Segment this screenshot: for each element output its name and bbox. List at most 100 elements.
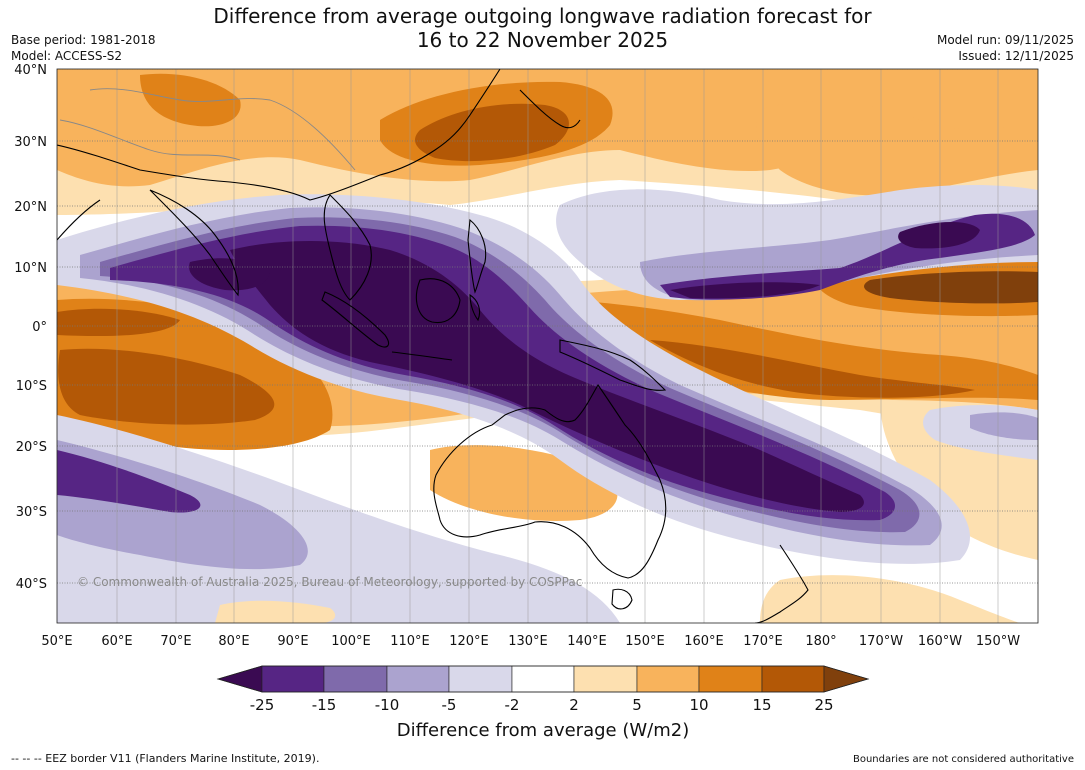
colorbar-tick: -10 bbox=[375, 696, 400, 714]
anomaly-brown-himalaya bbox=[140, 73, 241, 127]
title-line-2: 16 to 22 November 2025 bbox=[416, 28, 669, 52]
map-frame bbox=[56, 68, 1039, 624]
anomaly-darkest-purple-north-pacific bbox=[670, 282, 820, 299]
anomaly-orange-pacific bbox=[756, 101, 1038, 196]
chart-title: Difference from average outgoing longwav… bbox=[0, 4, 1085, 52]
colorbar-tick: 25 bbox=[814, 696, 833, 714]
lat-label-30s: 30°S bbox=[16, 505, 47, 520]
lon-label-180: 180° bbox=[805, 634, 836, 649]
colorbar-title: Difference from average (W/m2) bbox=[397, 720, 689, 741]
lon-label-150w: 150°W bbox=[976, 634, 1020, 649]
meridians bbox=[57, 69, 999, 623]
lon-label-120e: 120°E bbox=[449, 634, 489, 649]
issued-date: Issued: 12/11/2025 bbox=[958, 49, 1074, 63]
colorbar-tick: -2 bbox=[505, 696, 520, 714]
lon-label-160w: 160°W bbox=[918, 634, 962, 649]
lon-label-130e: 130°E bbox=[508, 634, 548, 649]
anomaly-brown-indian bbox=[58, 348, 275, 425]
colorbar: -25 -15 -10 -5 -2 2 5 10 15 25 Differenc… bbox=[216, 665, 870, 741]
new-zealand-coast bbox=[754, 544, 809, 623]
colorbar-segment bbox=[448, 665, 513, 693]
anomaly-brown-pacific-east bbox=[864, 271, 1038, 304]
lat-label-40n: 40°N bbox=[14, 63, 47, 78]
graticule bbox=[57, 69, 1038, 584]
lat-label-20s: 20°S bbox=[16, 440, 47, 455]
arabia-coast bbox=[57, 199, 101, 241]
lon-label-90e: 90°E bbox=[277, 634, 308, 649]
japan-coast bbox=[519, 89, 581, 129]
anomaly-light-orange-nz bbox=[760, 575, 1020, 623]
lon-label-170e: 170°E bbox=[743, 634, 783, 649]
colorbar-tick: 2 bbox=[569, 696, 579, 714]
lat-label-30n: 30°N bbox=[14, 135, 47, 150]
new-guinea-coast bbox=[559, 339, 667, 391]
latitude-labels: 40°N 30°N 20°N 10°N 0° 10°S 20°S 30°S 40… bbox=[14, 63, 47, 592]
colorbar-tick: -5 bbox=[442, 696, 457, 714]
colorbar-tick: 10 bbox=[689, 696, 708, 714]
lat-label-10s: 10°S bbox=[16, 379, 47, 394]
country-borders bbox=[59, 88, 356, 171]
colorbar-segment bbox=[323, 665, 388, 693]
colorbar-tick: -15 bbox=[312, 696, 337, 714]
java-coast bbox=[391, 351, 453, 361]
colorbar-segment bbox=[386, 665, 450, 693]
anomaly-brown-north bbox=[415, 103, 569, 162]
colorbar-segment bbox=[761, 665, 825, 693]
philippines-coast bbox=[467, 218, 487, 294]
model-name: Model: ACCESS-S2 bbox=[11, 49, 123, 63]
india-coast bbox=[149, 189, 239, 297]
colorbar-low-arrow bbox=[216, 665, 263, 693]
copyright-notice: © Commonwealth of Australia 2025, Bureau… bbox=[77, 575, 582, 589]
colorbar-segment bbox=[636, 665, 700, 693]
colorbar-outline bbox=[216, 665, 870, 693]
lon-label-110e: 110°E bbox=[390, 634, 430, 649]
anomaly-purple-south bbox=[57, 450, 201, 513]
anomaly-lavender-south-east bbox=[970, 412, 1038, 440]
sulawesi-coast bbox=[469, 294, 481, 322]
colorbar-segment bbox=[573, 665, 638, 693]
indochina-coast bbox=[323, 194, 372, 301]
anomaly-darkest-purple-west bbox=[189, 258, 270, 291]
colorbar-high-arrow bbox=[823, 665, 870, 693]
anomaly-brown-pacific-band bbox=[650, 340, 975, 398]
meta-left: Base period: 1981-2018 Model: ACCESS-S2 bbox=[11, 32, 156, 64]
longitude-labels: 50°E 60°E 70°E 80°E 90°E 100°E 110°E 120… bbox=[41, 634, 1020, 649]
lon-label-60e: 60°E bbox=[101, 634, 132, 649]
lat-label-40s: 40°S bbox=[16, 577, 47, 592]
lon-label-160e: 160°E bbox=[684, 634, 724, 649]
lon-label-50e: 50°E bbox=[41, 634, 72, 649]
tasmania-coast bbox=[611, 588, 633, 610]
lon-label-70e: 70°E bbox=[160, 634, 191, 649]
boundaries-note: Boundaries are not considered authoritat… bbox=[852, 754, 1074, 765]
olr-anomaly-field bbox=[57, 69, 1038, 623]
meta-right: Model run: 09/11/2025 Issued: 12/11/2025 bbox=[937, 32, 1074, 64]
model-run: Model run: 09/11/2025 bbox=[936, 33, 1074, 47]
colorbar-segment bbox=[261, 665, 325, 693]
anomaly-brown-indian-west bbox=[57, 308, 180, 337]
asia-coast bbox=[57, 69, 501, 201]
colorbar-tick: -25 bbox=[250, 696, 275, 714]
anomaly-darkest-purple-main bbox=[230, 241, 864, 512]
lat-label-equator: 0° bbox=[32, 320, 47, 335]
lat-label-10n: 10°N bbox=[14, 261, 47, 276]
map-panel: © Commonwealth of Australia 2025, Bureau… bbox=[57, 69, 1038, 623]
lon-label-80e: 80°E bbox=[218, 634, 249, 649]
lon-label-150e: 150°E bbox=[625, 634, 665, 649]
eez-legend: -- -- -- EEZ border V11 (Flanders Marine… bbox=[11, 752, 320, 765]
title-line-1: Difference from average outgoing longwav… bbox=[213, 4, 872, 28]
colorbar-segment bbox=[698, 665, 763, 693]
anomaly-light-orange-sw bbox=[215, 600, 336, 623]
lon-label-100e: 100°E bbox=[331, 634, 371, 649]
lat-label-20n: 20°N bbox=[14, 200, 47, 215]
lon-label-140e: 140°E bbox=[567, 634, 607, 649]
anomaly-light-purple-south bbox=[57, 415, 620, 623]
colorbar-segment bbox=[511, 665, 575, 693]
base-period: Base period: 1981-2018 bbox=[11, 33, 156, 47]
colorbar-tick: 5 bbox=[632, 696, 642, 714]
lon-label-170w: 170°W bbox=[859, 634, 903, 649]
anomaly-darkest-purple-pacific-east bbox=[898, 221, 980, 249]
sumatra-coast bbox=[321, 291, 390, 348]
coastlines bbox=[57, 69, 809, 623]
colorbar-tick: 15 bbox=[752, 696, 771, 714]
